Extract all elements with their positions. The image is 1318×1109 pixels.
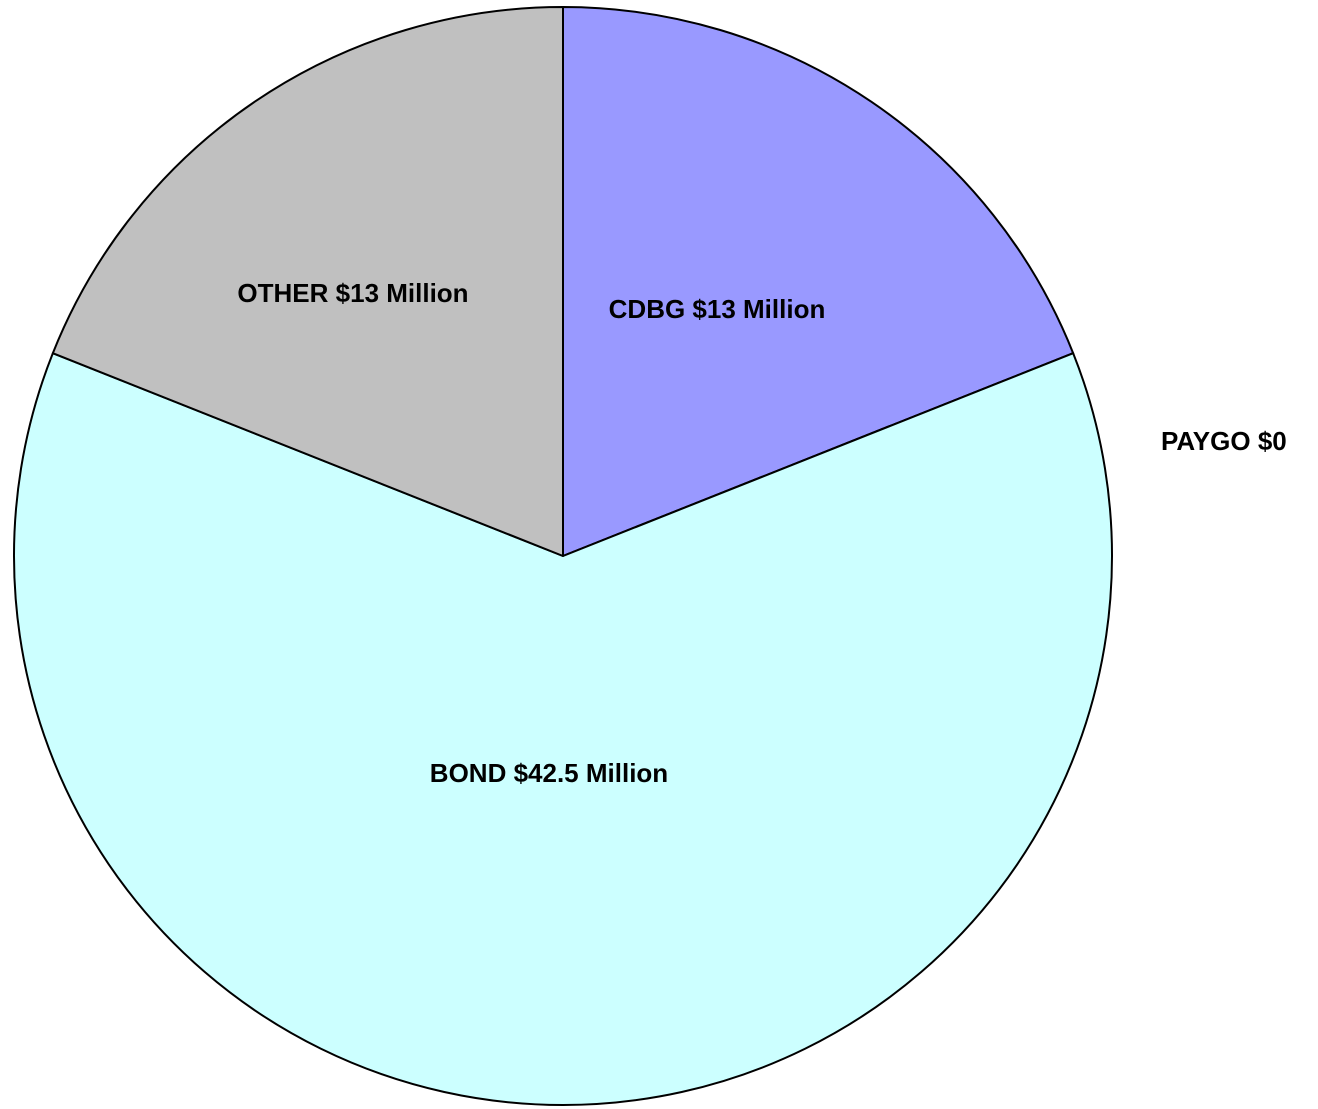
slice-label-paygo: PAYGO $0 bbox=[1161, 426, 1287, 456]
slice-label-other: OTHER $13 Million bbox=[237, 278, 468, 308]
pie-slice-other bbox=[51, 6, 564, 557]
slice-label-bond: BOND $42.5 Million bbox=[430, 758, 668, 788]
slice-label-cdbg: CDBG $13 Million bbox=[609, 294, 826, 324]
pie-slice-cdbg bbox=[562, 6, 1075, 557]
pie-slice-bond bbox=[13, 352, 1113, 1106]
pie-labels: CDBG $13 Million PAYGO $0 BOND $42.5 Mil… bbox=[237, 278, 1286, 788]
pie-slices bbox=[13, 6, 1113, 1106]
